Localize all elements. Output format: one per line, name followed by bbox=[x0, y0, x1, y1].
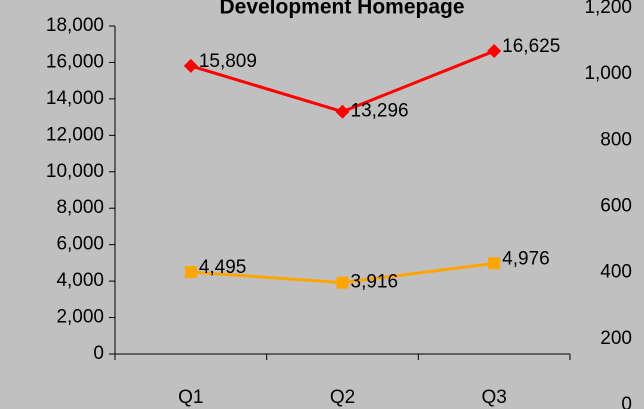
marker bbox=[336, 276, 349, 289]
y2-tick-label: 0 bbox=[621, 394, 632, 409]
y-tick-label: 6,000 bbox=[56, 234, 104, 255]
y2-tick-label: 200 bbox=[600, 328, 632, 349]
chart-title: Development Homepage bbox=[219, 0, 464, 19]
y-tick-label: 10,000 bbox=[46, 161, 104, 182]
y2-tick-label: 400 bbox=[600, 262, 632, 283]
data-label: 4,976 bbox=[502, 248, 550, 269]
x-tick-label: Q2 bbox=[330, 387, 355, 408]
y2-tick-label: 1,200 bbox=[584, 0, 632, 18]
marker bbox=[184, 266, 197, 279]
data-label: 15,809 bbox=[199, 51, 257, 72]
y2-tick-label: 1,000 bbox=[584, 63, 632, 84]
data-label: 16,625 bbox=[502, 36, 560, 57]
data-label: 13,296 bbox=[351, 101, 409, 122]
y-tick-label: 16,000 bbox=[46, 51, 104, 72]
y-tick-label: 2,000 bbox=[56, 307, 104, 328]
y-tick-label: 4,000 bbox=[56, 270, 104, 291]
marker bbox=[487, 44, 502, 59]
marker bbox=[335, 104, 350, 119]
marker bbox=[183, 58, 198, 73]
y-tick-label: 8,000 bbox=[56, 197, 104, 218]
x-tick-label: Q1 bbox=[178, 387, 203, 408]
marker bbox=[488, 257, 501, 270]
y2-tick-label: 600 bbox=[600, 196, 632, 217]
data-label: 4,495 bbox=[199, 257, 247, 278]
y2-tick-label: 800 bbox=[600, 129, 632, 150]
y-tick-label: 12,000 bbox=[46, 124, 104, 145]
y-tick-label: 0 bbox=[93, 343, 104, 364]
y-tick-label: 14,000 bbox=[46, 88, 104, 109]
x-tick-label: Q3 bbox=[481, 387, 506, 408]
data-label: 3,916 bbox=[351, 272, 399, 293]
y-tick-label: 18,000 bbox=[46, 15, 104, 36]
